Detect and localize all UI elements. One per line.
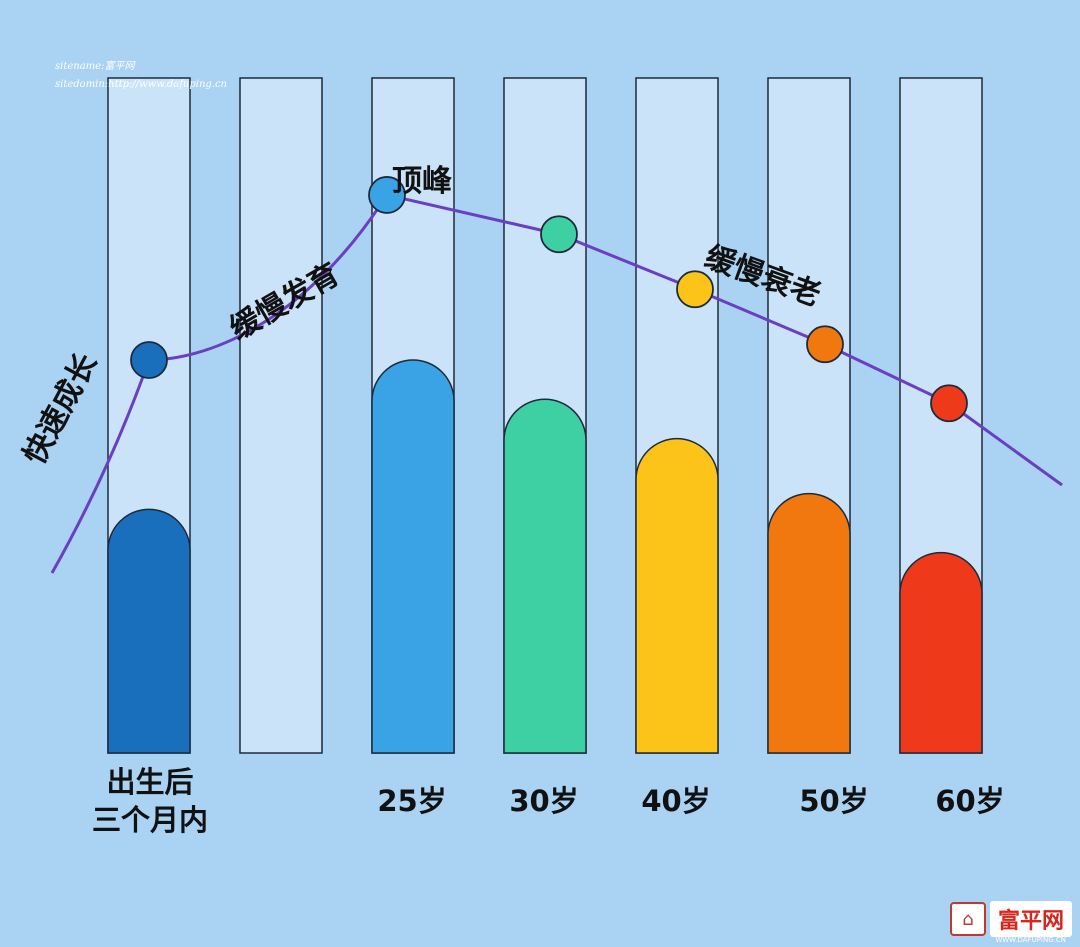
site-name-text: sitename:富平网 [55, 61, 135, 72]
logo-text: 富平网 [989, 901, 1072, 937]
bar-3 [503, 398, 587, 754]
column-bg-1 [239, 77, 323, 754]
category-label-4: 40岁 [641, 784, 711, 818]
curve-marker-4 [676, 270, 714, 309]
category-label-3: 30岁 [509, 784, 579, 818]
curve-marker-6 [930, 384, 968, 423]
site-domain-text: sitedomin:http://www.dafuping.cn [55, 79, 228, 90]
category-label-5: 50岁 [799, 784, 869, 818]
curve-marker-5 [806, 325, 844, 364]
growth-curve [50, 193, 1063, 574]
bar-4 [635, 437, 719, 754]
logo-subtext: WWW.DAFUPING.CN [995, 936, 1066, 944]
curve-marker-3 [540, 215, 578, 254]
category-label-0: 出生后 三个月内 [70, 763, 230, 839]
category-label-6: 60岁 [935, 784, 1005, 818]
curve-marker-0 [130, 341, 168, 379]
category-label-2: 25岁 [377, 784, 447, 818]
site-logo: ⌂ 富平网 [949, 901, 1072, 937]
curve-marker-2 [368, 176, 406, 214]
category-label-0-line2: 三个月内 [91, 803, 208, 837]
bar-2 [371, 359, 455, 754]
bar-0 [107, 508, 191, 754]
bar-6 [899, 551, 983, 754]
logo-building-icon: ⌂ [949, 902, 986, 936]
category-label-0-line1: 出生后 [106, 765, 194, 799]
annotation-peak: 顶峰 [392, 164, 452, 199]
bar-5 [767, 492, 851, 754]
